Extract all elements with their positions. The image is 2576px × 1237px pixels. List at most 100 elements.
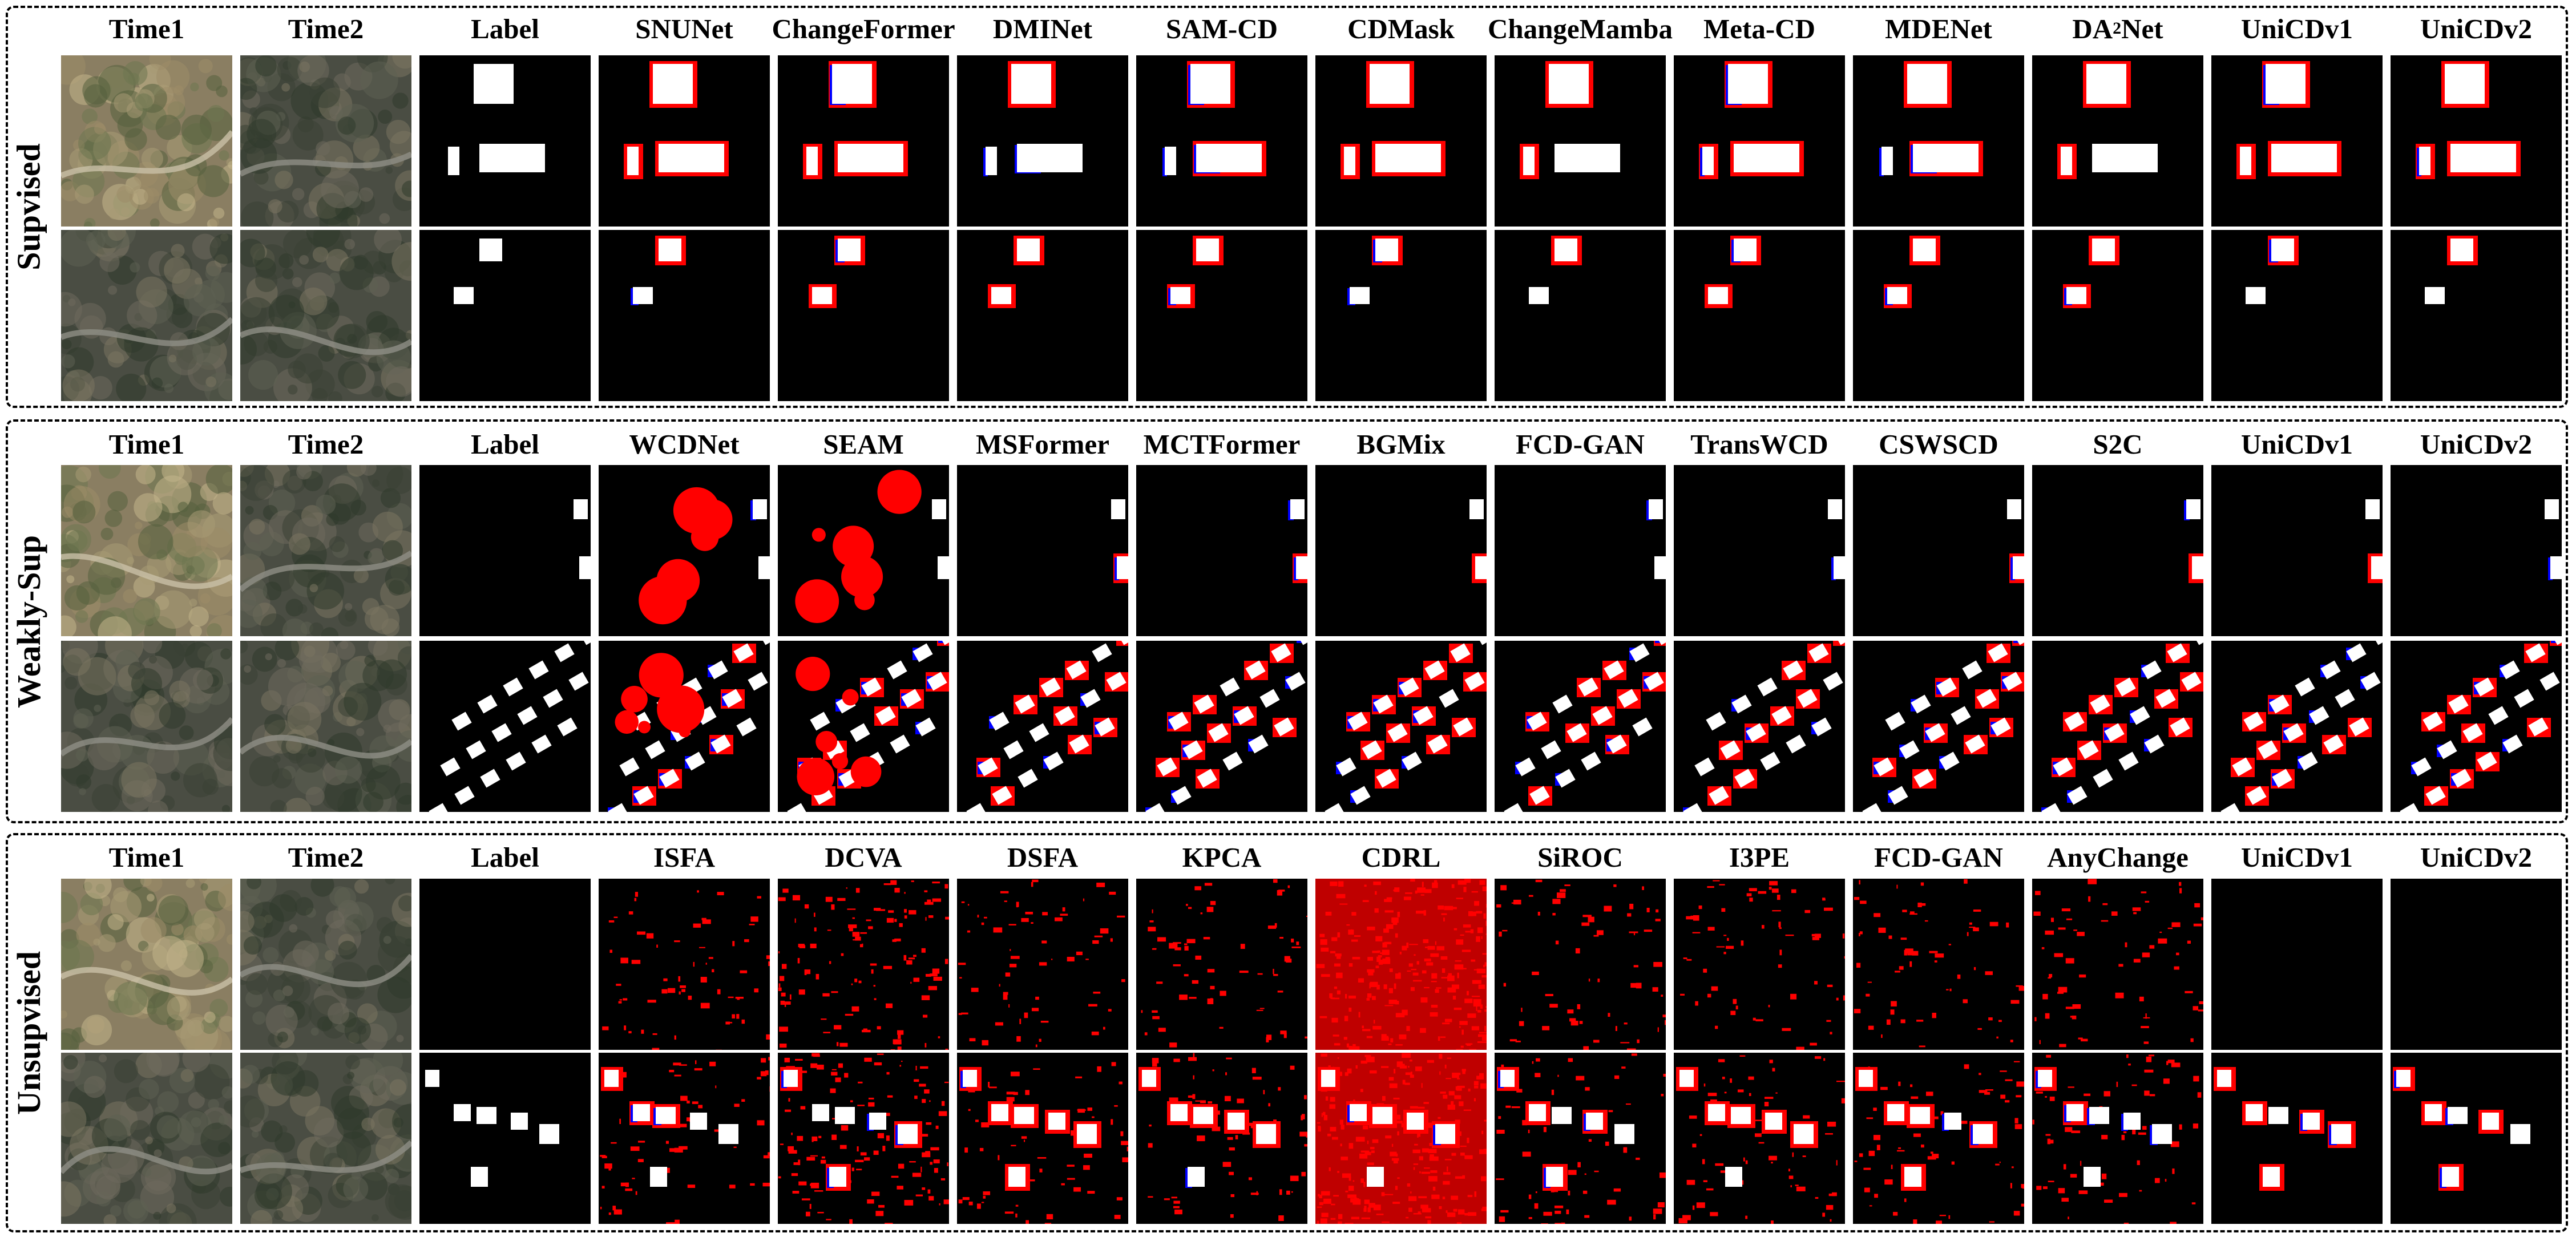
prediction-mask [2391,55,2562,227]
column-header: WCDNet [629,428,740,460]
prediction-mask [2391,465,2562,636]
column-header: Label [471,13,539,45]
aerial-image [61,230,232,401]
prediction-mask [2391,230,2562,401]
prediction-mask [599,641,770,812]
prediction-mask [1136,465,1307,636]
prediction-mask [1853,55,2024,227]
prediction-mask [1674,879,1845,1050]
prediction-mask [957,230,1128,401]
prediction-mask [2032,230,2203,401]
column-header: UniCDv1 [2240,428,2353,460]
column-header: CSWSCD [1879,428,1998,460]
column-header: Meta-CD [1703,13,1815,45]
prediction-mask [1674,641,1845,812]
prediction-mask [1495,1053,1666,1224]
prediction-mask [1674,55,1845,227]
prediction-mask [1674,230,1845,401]
prediction-mask [957,641,1128,812]
section-label: Supvised [10,143,47,270]
prediction-mask [2032,55,2203,227]
prediction-mask [1853,1053,2024,1224]
column-header: DCVA [825,841,902,873]
prediction-mask [1315,879,1487,1050]
column-header: UniCDv1 [2240,13,2353,45]
prediction-mask [2391,879,2562,1050]
label-mask [419,230,591,401]
column-header: S2C [2093,428,2143,460]
section-supervised [6,6,2568,408]
column-header: Time2 [288,13,364,45]
column-header: UniCDv2 [2420,428,2533,460]
column-header: AnyChange [2047,841,2189,873]
column-header: UniCDv2 [2420,841,2533,873]
label-mask [419,641,591,812]
prediction-mask [778,879,949,1050]
prediction-mask [1315,641,1487,812]
column-header: MCTFormer [1143,428,1301,460]
prediction-mask [778,1053,949,1224]
prediction-mask [1136,55,1307,227]
prediction-mask [778,55,949,227]
aerial-image [240,879,411,1050]
label-mask [419,465,591,636]
column-header: UniCDv2 [2420,13,2533,45]
section-label: Unsupvised [10,951,47,1115]
column-header: Time1 [108,13,185,45]
aerial-image [61,879,232,1050]
column-header: SAM-CD [1166,13,1278,45]
column-header: Time1 [108,428,185,460]
prediction-mask [1136,879,1307,1050]
prediction-mask [2032,879,2203,1050]
column-header: TransWCD [1690,428,1828,460]
prediction-mask [599,230,770,401]
column-header: I3PE [1729,841,1790,873]
prediction-mask [599,465,770,636]
prediction-mask [2032,465,2203,636]
prediction-mask [2211,465,2383,636]
prediction-mask [1315,465,1487,636]
label-mask [419,1053,591,1224]
prediction-mask [1136,1053,1307,1224]
prediction-mask [1495,230,1666,401]
prediction-mask [2032,1053,2203,1224]
column-header: MDENet [1885,13,1992,45]
column-header: KPCA [1182,841,1262,873]
column-header: Label [471,841,539,873]
prediction-mask [2391,641,2562,812]
column-header: ChangeMamba [1488,13,1673,45]
section-unsupervised [6,833,2568,1232]
column-header: Time2 [288,428,364,460]
column-header: ISFA [653,841,715,873]
prediction-mask [599,879,770,1050]
prediction-mask [2032,641,2203,812]
aerial-image [240,465,411,636]
section-label: Weakly-Sup [10,535,47,708]
column-header: DA 2 Net [2072,13,2163,45]
prediction-mask [1495,55,1666,227]
prediction-mask [599,1053,770,1224]
prediction-mask [957,465,1128,636]
prediction-mask [1495,879,1666,1050]
prediction-mask [1495,641,1666,812]
label-mask [419,879,591,1050]
column-header: Label [471,428,539,460]
column-header: CDMask [1347,13,1455,45]
prediction-mask [2211,1053,2383,1224]
prediction-mask [1315,1053,1487,1224]
aerial-image [240,641,411,812]
column-header: FCD-GAN [1516,428,1645,460]
prediction-mask [1853,879,2024,1050]
column-header: MSFormer [976,428,1109,460]
column-header: DMINet [992,13,1093,45]
aerial-image [240,230,411,401]
column-header: SiROC [1537,841,1623,873]
aerial-image [61,1053,232,1224]
prediction-mask [1853,230,2024,401]
prediction-mask [1853,465,2024,636]
prediction-mask [778,465,949,636]
prediction-mask [1315,230,1487,401]
prediction-mask [1674,1053,1845,1224]
column-header: Time1 [108,841,185,873]
column-header: ChangeFormer [772,13,955,45]
